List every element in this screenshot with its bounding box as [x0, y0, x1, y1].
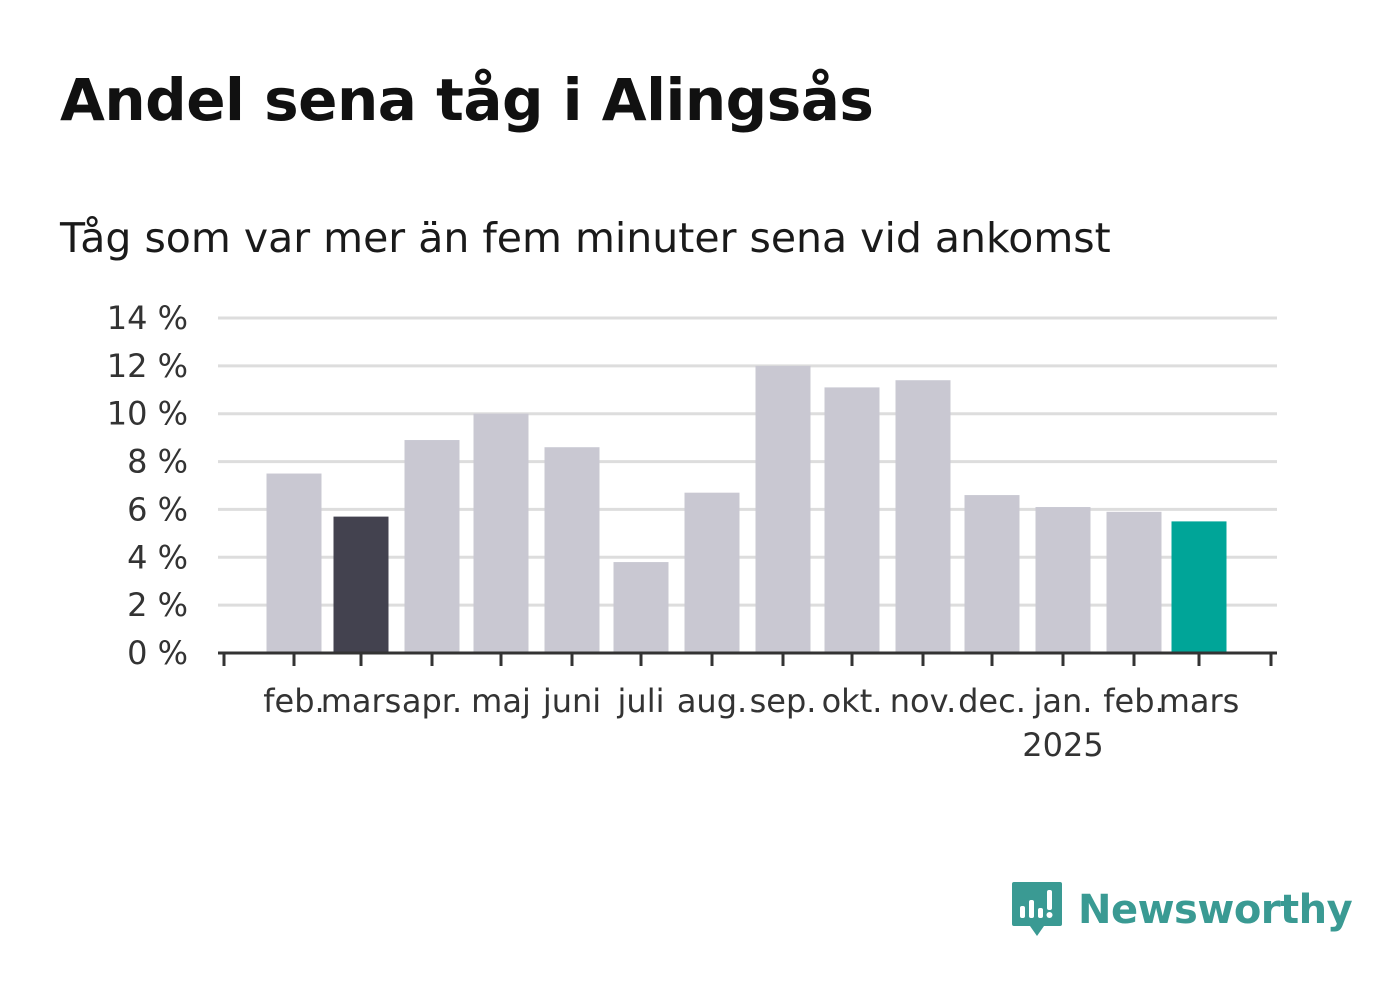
x-tick-label: feb. — [1103, 682, 1164, 720]
x-tick-label: juni — [542, 682, 601, 720]
x-tick-sublabel: 2025 — [1022, 726, 1103, 764]
x-tick-label: nov. — [890, 682, 956, 720]
bar-14 — [1171, 521, 1227, 653]
bar-4 — [473, 413, 529, 653]
y-tick-label: 4 % — [127, 538, 188, 576]
y-tick-label: 6 % — [127, 490, 188, 528]
y-tick-label: 10 % — [107, 395, 188, 433]
bar-chart: 0 %2 %4 %6 %8 %10 %12 %14 % feb.mars apr.… — [107, 299, 1277, 764]
bars — [266, 365, 1227, 653]
x-tick-label: jan. — [1033, 682, 1093, 720]
x-tick-label: dec. — [958, 682, 1026, 720]
x-tick-label: okt. — [822, 682, 883, 720]
x-tick-label: aug. — [677, 682, 747, 720]
bar-8 — [755, 365, 811, 653]
bar-7 — [684, 492, 740, 653]
bar-10 — [895, 380, 951, 653]
x-tick-label: feb. — [263, 682, 324, 720]
x-axis-tick-labels: feb.mars apr. maj juni juli aug. sep. okt. nov. d… — [263, 682, 1239, 764]
brand-name: Newsworthy — [1078, 887, 1353, 933]
x-tick-label: mars — [1159, 682, 1240, 720]
x-tick-label: mars — [321, 682, 402, 720]
x-tick-label: juli — [617, 682, 665, 720]
grid-lines — [218, 316, 1277, 607]
bar-2 — [333, 516, 389, 653]
bar-13 — [1106, 511, 1162, 653]
newsworthy-logo: Newsworthy — [1010, 880, 1353, 940]
bar-12 — [1035, 507, 1091, 653]
newsworthy-logo-icon — [1012, 882, 1062, 936]
y-tick-label: 2 % — [127, 586, 188, 624]
bar-9 — [824, 387, 880, 653]
x-axis — [218, 651, 1277, 666]
x-tick-label: sep. — [750, 682, 817, 720]
x-tick-label: maj — [471, 682, 531, 720]
bar-6 — [613, 562, 669, 653]
bar-5 — [544, 447, 600, 653]
chart-title: Andel sena tåg i Alingsås — [60, 66, 874, 134]
bar-11 — [964, 495, 1020, 653]
x-tick-label: apr. — [402, 682, 462, 720]
y-tick-label: 0 % — [127, 634, 188, 672]
y-tick-label: 14 % — [107, 299, 188, 337]
y-tick-label: 8 % — [127, 443, 188, 481]
y-tick-label: 12 % — [107, 347, 188, 385]
chart-subtitle: Tåg som var mer än fem minuter sena vid … — [60, 214, 1111, 262]
y-axis-tick-labels: 0 % 2 % 4 % 6 % 8 % 10 % 12 % 14 % — [107, 299, 188, 672]
bar-1 — [266, 473, 322, 653]
bar-3 — [404, 440, 460, 653]
